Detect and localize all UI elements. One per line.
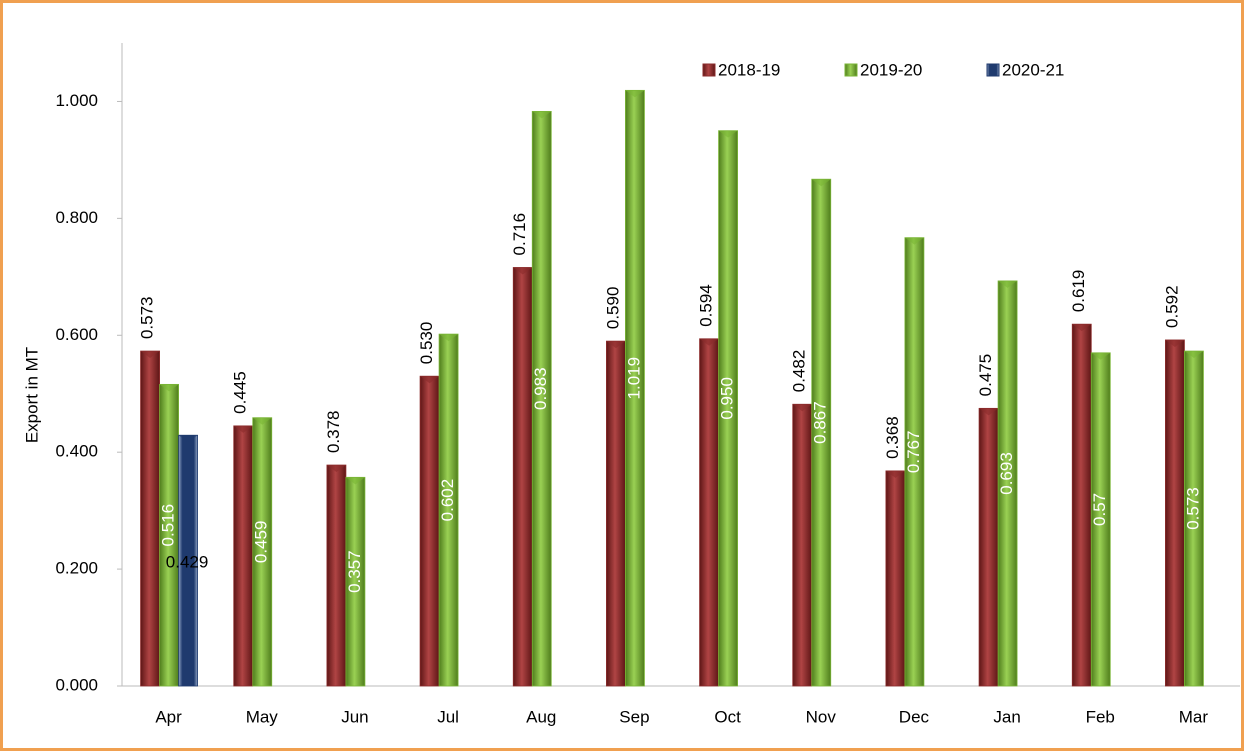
bar (419, 375, 440, 687)
legend-label: 2019-20 (860, 60, 922, 79)
x-tick-label: Jul (437, 707, 459, 726)
value-label: 0.573 (138, 297, 157, 340)
bar-cap (439, 334, 459, 342)
bar (606, 340, 626, 687)
bar (885, 470, 906, 687)
value-label: 0.867 (811, 401, 830, 444)
bar-cap (792, 404, 812, 412)
bar-cap (904, 237, 924, 245)
x-tick-label: Dec (899, 707, 930, 726)
x-tick-label: Nov (806, 707, 837, 726)
y-axis-title: Export in MT (22, 347, 41, 443)
bar (1165, 339, 1185, 687)
bar-cap (532, 111, 552, 119)
bar (512, 267, 533, 687)
value-label: 0.983 (531, 367, 550, 410)
bar-cap (606, 341, 626, 349)
value-label: 0.357 (345, 550, 364, 593)
bar-cap (1165, 339, 1185, 347)
bar-cap (811, 179, 831, 187)
x-tick-label: Mar (1179, 707, 1209, 726)
legend-swatch (844, 63, 858, 77)
y-tick-label: 0.600 (55, 325, 98, 344)
y-tick-label: 1.000 (55, 91, 98, 110)
x-tick-label: Apr (155, 707, 182, 726)
bar-cap (699, 338, 719, 346)
bar (1071, 323, 1092, 687)
bar-cap (420, 376, 440, 384)
value-label: 0.594 (697, 284, 716, 327)
legend-swatch (702, 63, 716, 77)
bar-cap (233, 425, 253, 433)
x-tick-label: Feb (1086, 707, 1115, 726)
value-label: 1.019 (624, 357, 643, 400)
value-label: 0.516 (159, 504, 178, 547)
y-tick-label: 0.400 (55, 442, 98, 461)
legend-label: 2018-19 (718, 60, 780, 79)
bar (233, 425, 254, 687)
value-label: 0.482 (790, 350, 809, 393)
value-label: 0.767 (904, 431, 923, 474)
bar-cap (998, 280, 1018, 288)
value-label: 0.602 (438, 479, 457, 522)
bar-cap (979, 408, 999, 416)
bar-cap (625, 90, 645, 98)
x-tick-label: Aug (526, 707, 556, 726)
bar-cap (1072, 324, 1092, 332)
bar-cap (718, 130, 738, 138)
value-label: 0.716 (510, 213, 529, 256)
value-label: 0.57 (1090, 493, 1109, 526)
x-tick-label: Jan (993, 707, 1020, 726)
bar (326, 464, 347, 687)
value-label: 0.590 (603, 287, 622, 330)
x-tick-label: Jun (341, 707, 368, 726)
bar-cap (159, 384, 179, 392)
value-label: 0.592 (1162, 285, 1181, 328)
value-label: 0.693 (997, 452, 1016, 495)
value-label: 0.530 (417, 322, 436, 365)
y-tick-label: 0.200 (55, 559, 98, 578)
bar-cap (345, 477, 365, 485)
bar-cap (178, 435, 198, 443)
y-tick-label: 0.000 (55, 675, 98, 694)
value-label: 0.378 (324, 410, 343, 453)
bar-cap (1184, 351, 1204, 359)
value-label: 0.459 (252, 521, 271, 564)
value-label: 0.445 (231, 371, 250, 414)
value-label: 0.429 (166, 552, 209, 571)
value-label: 0.368 (883, 416, 902, 459)
legend-label: 2020-21 (1002, 60, 1064, 79)
x-tick-label: May (246, 707, 279, 726)
bar-cap (1091, 352, 1111, 360)
bar (792, 403, 813, 687)
value-label: 0.573 (1183, 487, 1202, 530)
bar (699, 338, 719, 687)
x-tick-label: Sep (619, 707, 649, 726)
bar (978, 407, 999, 687)
x-tick-label: Oct (714, 707, 741, 726)
bar (140, 350, 160, 687)
bar-cap (140, 351, 160, 359)
bar-cap (252, 417, 272, 425)
y-tick-label: 0.800 (55, 208, 98, 227)
legend-swatch (986, 63, 1000, 77)
value-label: 0.619 (1069, 270, 1088, 313)
bar-cap (513, 267, 533, 275)
bar-cap (326, 465, 346, 473)
bar-cap (885, 470, 905, 478)
value-label: 0.950 (718, 377, 737, 420)
value-label: 0.475 (976, 354, 995, 397)
